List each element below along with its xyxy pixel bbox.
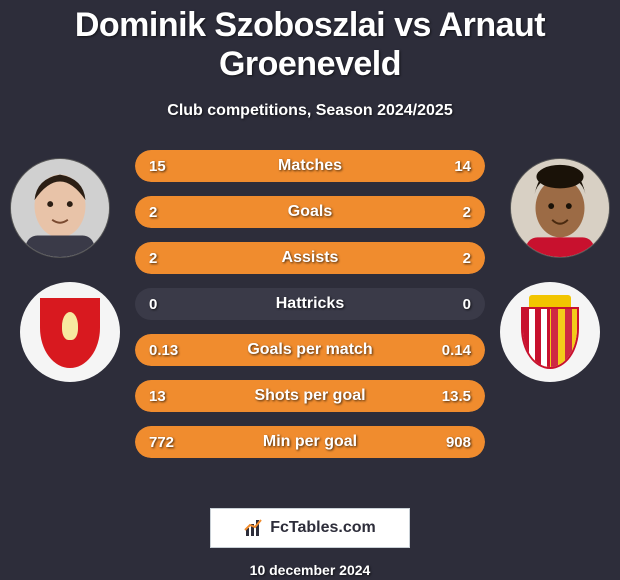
player-right-avatar (510, 158, 610, 258)
stat-row: 22Goals (135, 196, 485, 228)
player-left-avatar (10, 158, 110, 258)
branding-box[interactable]: FcTables.com (210, 508, 410, 548)
club-right-badge (500, 282, 600, 382)
player-left-face-icon (11, 159, 109, 257)
footer-date: 10 december 2024 (0, 562, 620, 578)
stat-row: 22Assists (135, 242, 485, 274)
stat-label: Hattricks (135, 288, 485, 320)
stat-label: Assists (135, 242, 485, 274)
club-left-badge (20, 282, 120, 382)
stat-label: Min per goal (135, 426, 485, 458)
stat-row: 1313.5Shots per goal (135, 380, 485, 412)
player-right-face-icon (511, 159, 609, 257)
stat-row: 1514Matches (135, 150, 485, 182)
girona-crest-icon (521, 295, 579, 369)
branding-text: FcTables.com (270, 519, 376, 537)
stat-label: Shots per goal (135, 380, 485, 412)
stat-row: 0.130.14Goals per match (135, 334, 485, 366)
stat-row: 00Hattricks (135, 288, 485, 320)
comparison-content: 1514Matches 22Goals 22Assists 00Hattricks 0.… (0, 150, 620, 480)
stat-label: Goals (135, 196, 485, 228)
branding-logo-icon (244, 518, 264, 538)
stat-label: Goals per match (135, 334, 485, 366)
stat-bars: 1514Matches 22Goals 22Assists 00Hattricks 0.… (135, 150, 485, 458)
comparison-subtitle: Club competitions, Season 2024/2025 (0, 102, 620, 120)
comparison-title: Dominik Szoboszlai vs Arnaut Groeneveld (0, 0, 620, 84)
stat-label: Matches (135, 150, 485, 182)
liverpool-crest-icon (40, 294, 100, 370)
stat-row: 772908Min per goal (135, 426, 485, 458)
